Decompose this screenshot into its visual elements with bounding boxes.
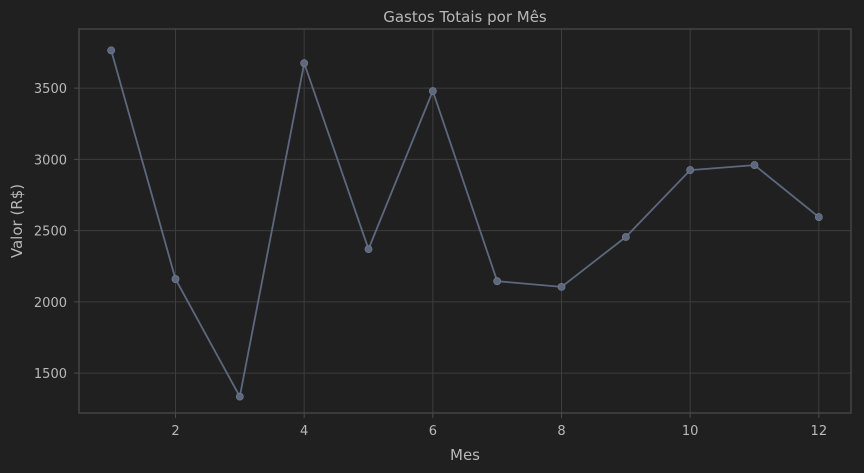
grid	[79, 29, 851, 413]
data-point	[750, 161, 759, 169]
data-point	[557, 282, 566, 291]
data-point	[171, 275, 180, 283]
data-point	[621, 233, 630, 241]
x-tick-label: 10	[682, 424, 699, 439]
series-line	[110, 50, 820, 398]
chart-title: Gastos Totais por Mês	[383, 8, 547, 26]
y-axis-label: Valor (R$)	[8, 184, 26, 258]
axes-frame	[78, 28, 852, 414]
data-point	[107, 46, 116, 55]
data-point	[428, 87, 437, 95]
ticks: 2 4 6 8 10 12 1500 2000 2500 3000 3500	[34, 82, 827, 439]
x-tick-label: 4	[300, 424, 308, 439]
x-axis-label: Mes	[450, 446, 480, 464]
data-point	[300, 59, 309, 68]
x-tick-label: 8	[557, 424, 565, 439]
data-point	[814, 213, 823, 221]
series	[107, 46, 823, 401]
x-tick-label: 6	[429, 424, 437, 439]
data-point	[235, 392, 244, 401]
y-tick-label: 3500	[34, 82, 67, 97]
data-point	[364, 245, 373, 254]
y-tick-label: 3000	[34, 153, 67, 168]
data-point	[493, 277, 502, 286]
y-tick-label: 1500	[34, 367, 67, 382]
y-tick-label: 2500	[34, 225, 67, 240]
y-tick-label: 2000	[34, 296, 67, 311]
data-point	[686, 166, 695, 174]
x-tick-label: 2	[171, 424, 179, 439]
x-tick-label: 12	[811, 424, 828, 439]
